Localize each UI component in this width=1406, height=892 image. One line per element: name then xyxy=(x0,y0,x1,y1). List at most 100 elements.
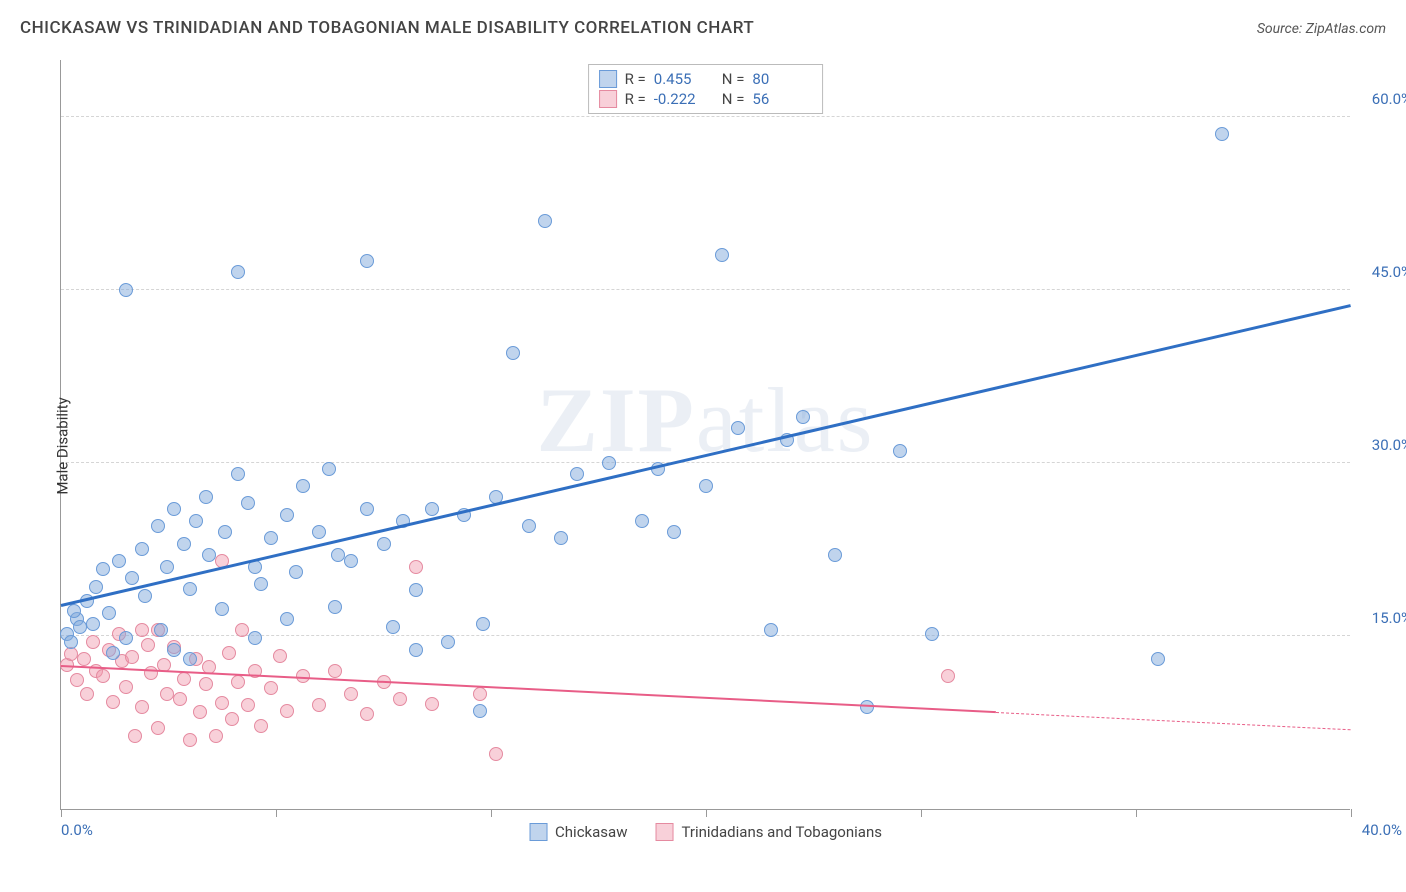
data-point xyxy=(796,410,810,424)
y-axis-label: Male Disability xyxy=(54,397,72,494)
data-point xyxy=(254,577,268,591)
data-point xyxy=(177,537,191,551)
data-point xyxy=(893,444,907,458)
n-label: N = xyxy=(722,90,745,108)
data-point xyxy=(312,525,326,539)
data-point xyxy=(360,502,374,516)
data-point xyxy=(241,496,255,510)
chart-title: CHICKASAW VS TRINIDADIAN AND TOBAGONIAN … xyxy=(20,18,754,38)
data-point xyxy=(96,562,110,576)
data-point xyxy=(128,729,142,743)
r-label: R = xyxy=(625,90,646,108)
data-point xyxy=(570,467,584,481)
data-point xyxy=(189,514,203,528)
data-point xyxy=(202,548,216,562)
chart-header: CHICKASAW VS TRINIDADIAN AND TOBAGONIAN … xyxy=(20,18,1386,38)
data-point xyxy=(925,627,939,641)
data-point xyxy=(89,580,103,594)
data-point xyxy=(554,531,568,545)
data-point xyxy=(476,617,490,631)
data-point xyxy=(135,623,149,637)
data-point xyxy=(425,697,439,711)
data-point xyxy=(377,537,391,551)
xtick xyxy=(491,809,492,817)
data-point xyxy=(296,479,310,493)
data-point xyxy=(941,669,955,683)
data-point xyxy=(96,669,110,683)
data-point xyxy=(828,548,842,562)
xtick xyxy=(921,809,922,817)
data-point xyxy=(167,502,181,516)
xtick-start: 0.0% xyxy=(61,821,93,839)
chart-source: Source: ZipAtlas.com xyxy=(1257,21,1386,37)
r-label: R = xyxy=(625,70,646,88)
legend-label-2: Trinidadians and Tobagonians xyxy=(681,823,881,841)
data-point xyxy=(328,600,342,614)
data-point xyxy=(222,646,236,660)
r-value-2: -0.222 xyxy=(654,90,714,108)
data-point xyxy=(119,283,133,297)
data-point xyxy=(667,525,681,539)
data-point xyxy=(602,456,616,470)
data-point xyxy=(731,421,745,435)
stats-legend-box: R = 0.455 N = 80 R = -0.222 N = 56 xyxy=(588,64,824,114)
xtick xyxy=(276,809,277,817)
data-point xyxy=(177,672,191,686)
data-point xyxy=(151,721,165,735)
swatch-series1 xyxy=(529,823,547,841)
swatch-series1 xyxy=(599,70,617,88)
data-point xyxy=(280,612,294,626)
data-point xyxy=(699,479,713,493)
data-point xyxy=(241,698,255,712)
data-point xyxy=(506,346,520,360)
n-value-1: 80 xyxy=(752,70,812,88)
xtick-end: 40.0% xyxy=(1362,821,1402,839)
legend-label-1: Chickasaw xyxy=(555,823,627,841)
data-point xyxy=(860,700,874,714)
data-point xyxy=(160,687,174,701)
data-point xyxy=(473,687,487,701)
data-point xyxy=(235,623,249,637)
data-point xyxy=(280,704,294,718)
data-point xyxy=(273,649,287,663)
data-point xyxy=(151,519,165,533)
data-point xyxy=(64,635,78,649)
data-point xyxy=(70,673,84,687)
data-point xyxy=(102,606,116,620)
data-point xyxy=(409,643,423,657)
data-point xyxy=(635,514,649,528)
data-point xyxy=(225,712,239,726)
data-point xyxy=(183,582,197,596)
trend-line xyxy=(996,712,1351,730)
data-point xyxy=(715,248,729,262)
data-point xyxy=(125,571,139,585)
stats-row-series2: R = -0.222 N = 56 xyxy=(599,89,813,109)
gridline-h xyxy=(61,289,1350,290)
data-point xyxy=(328,664,342,678)
data-point xyxy=(135,700,149,714)
data-point xyxy=(1215,127,1229,141)
data-point xyxy=(67,604,81,618)
x-axis-legend: Chickasaw Trinidadians and Tobagonians xyxy=(529,823,882,841)
data-point xyxy=(231,467,245,481)
data-point xyxy=(138,589,152,603)
data-point xyxy=(80,687,94,701)
data-point xyxy=(764,623,778,637)
data-point xyxy=(441,635,455,649)
gridline-h xyxy=(61,116,1350,117)
gridline-h xyxy=(61,462,1350,463)
ytick-label: 30.0% xyxy=(1372,436,1406,454)
r-value-1: 0.455 xyxy=(654,70,714,88)
data-point xyxy=(119,680,133,694)
data-point xyxy=(125,650,139,664)
data-point xyxy=(215,696,229,710)
swatch-series2 xyxy=(599,90,617,108)
data-point xyxy=(135,542,149,556)
ytick-label: 60.0% xyxy=(1372,90,1406,108)
data-point xyxy=(344,687,358,701)
data-point xyxy=(218,525,232,539)
xtick xyxy=(706,809,707,817)
data-point xyxy=(425,502,439,516)
data-point xyxy=(167,643,181,657)
xtick xyxy=(61,809,62,817)
